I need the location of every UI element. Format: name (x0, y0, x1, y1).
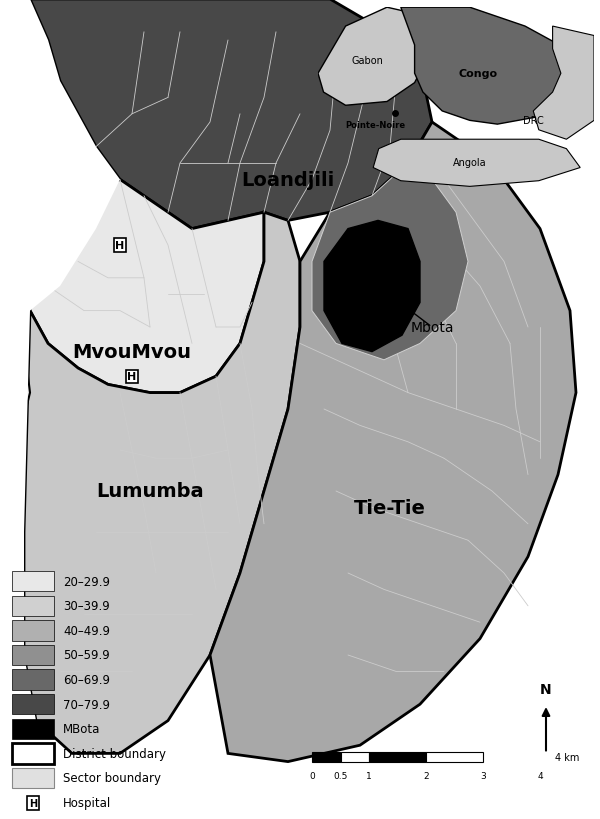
Text: Lumumba: Lumumba (96, 482, 204, 501)
FancyBboxPatch shape (12, 572, 54, 591)
Text: 30–39.9: 30–39.9 (63, 600, 110, 613)
Text: 50–59.9: 50–59.9 (63, 649, 110, 662)
FancyBboxPatch shape (12, 695, 54, 714)
Text: 20–29.9: 20–29.9 (63, 575, 110, 588)
Text: N: N (540, 682, 552, 696)
Polygon shape (30, 0, 432, 229)
Polygon shape (324, 221, 420, 352)
FancyBboxPatch shape (12, 596, 54, 616)
Polygon shape (0, 328, 30, 450)
Text: Loandjili: Loandjili (241, 170, 335, 190)
Text: H: H (115, 241, 125, 251)
Polygon shape (312, 164, 468, 360)
Text: 2: 2 (423, 771, 429, 781)
Text: 1: 1 (366, 771, 372, 781)
Text: H: H (29, 798, 37, 808)
Text: 70–79.9: 70–79.9 (63, 698, 110, 711)
Text: MBota: MBota (63, 722, 100, 735)
FancyBboxPatch shape (12, 768, 54, 788)
FancyBboxPatch shape (12, 744, 54, 763)
FancyBboxPatch shape (12, 621, 54, 640)
Text: Hospital: Hospital (63, 796, 111, 809)
Text: Mbota: Mbota (410, 320, 454, 335)
Text: District boundary: District boundary (63, 747, 166, 760)
FancyBboxPatch shape (12, 670, 54, 690)
FancyBboxPatch shape (12, 719, 54, 739)
FancyBboxPatch shape (426, 752, 483, 762)
Text: 60–69.9: 60–69.9 (63, 673, 110, 686)
Text: 4: 4 (537, 771, 543, 781)
Polygon shape (210, 123, 576, 762)
FancyBboxPatch shape (312, 752, 341, 762)
Text: MvouMvou: MvouMvou (73, 342, 191, 362)
Text: Sector boundary: Sector boundary (63, 771, 161, 785)
Text: 4 km: 4 km (555, 753, 580, 762)
Text: 3: 3 (480, 771, 486, 781)
FancyBboxPatch shape (341, 752, 369, 762)
Polygon shape (24, 213, 300, 753)
FancyBboxPatch shape (369, 752, 426, 762)
Polygon shape (0, 0, 120, 721)
FancyBboxPatch shape (12, 645, 54, 665)
Polygon shape (30, 180, 264, 393)
Text: H: H (127, 372, 137, 382)
Text: 0.5: 0.5 (334, 771, 347, 781)
Text: 40–49.9: 40–49.9 (63, 624, 110, 637)
Text: 0: 0 (309, 771, 315, 781)
Text: Tie-Tie: Tie-Tie (354, 498, 426, 518)
